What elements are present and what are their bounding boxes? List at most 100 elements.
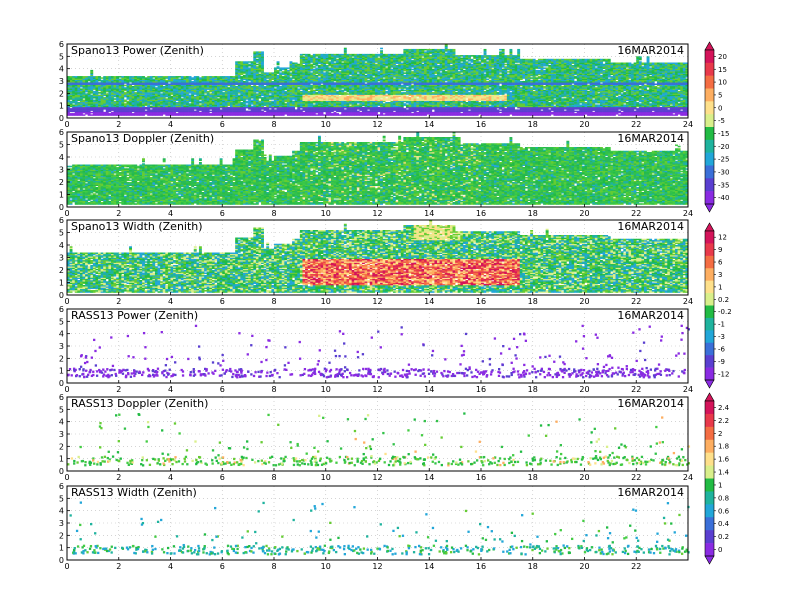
data-cell bbox=[277, 75, 280, 77]
data-cell bbox=[70, 108, 73, 110]
data-cell bbox=[199, 112, 202, 114]
data-cell bbox=[328, 61, 331, 63]
data-cell bbox=[251, 61, 254, 63]
data-cell bbox=[176, 76, 179, 78]
data-cell bbox=[103, 112, 106, 114]
data-cell bbox=[155, 76, 158, 78]
data-cell bbox=[163, 76, 166, 78]
data-cell bbox=[323, 72, 326, 74]
data-cell bbox=[336, 113, 339, 115]
data-cell bbox=[385, 102, 388, 104]
data-cell bbox=[365, 83, 368, 85]
data-cell bbox=[396, 65, 399, 67]
data-cell bbox=[127, 76, 130, 78]
data-cell bbox=[150, 106, 153, 108]
data-cell bbox=[300, 109, 303, 111]
data-cell bbox=[222, 76, 225, 78]
data-cell bbox=[313, 69, 316, 71]
data-cell bbox=[220, 109, 223, 111]
data-cell bbox=[238, 80, 241, 82]
data-cell bbox=[378, 82, 381, 84]
data-cell bbox=[269, 101, 272, 103]
data-cell bbox=[352, 58, 355, 60]
data-cell bbox=[393, 112, 396, 114]
data-cell bbox=[98, 76, 101, 78]
data-cell bbox=[80, 76, 83, 78]
data-cell bbox=[114, 76, 117, 78]
data-cell bbox=[199, 101, 202, 103]
data-cell bbox=[119, 79, 122, 81]
data-cell bbox=[258, 51, 261, 53]
data-cell bbox=[132, 76, 135, 78]
data-cell bbox=[70, 101, 73, 103]
data-cell bbox=[189, 103, 192, 105]
data-cell bbox=[233, 76, 236, 78]
data-cell bbox=[282, 71, 285, 73]
data-cell bbox=[315, 58, 318, 60]
data-cell bbox=[336, 54, 339, 56]
data-cell bbox=[246, 111, 249, 113]
data-cell bbox=[318, 54, 321, 56]
data-cell bbox=[315, 67, 318, 69]
data-cell bbox=[258, 101, 261, 103]
data-cell bbox=[284, 103, 287, 105]
data-cell bbox=[326, 65, 329, 67]
data-cell bbox=[127, 101, 130, 103]
data-cell bbox=[315, 54, 318, 56]
data-cell bbox=[357, 111, 360, 113]
data-cell bbox=[365, 75, 368, 77]
data-cell bbox=[194, 96, 197, 98]
data-cell bbox=[354, 54, 357, 56]
data-cell bbox=[240, 102, 243, 104]
data-cell bbox=[253, 51, 256, 53]
data-cell bbox=[346, 54, 349, 56]
data-cell bbox=[243, 61, 246, 63]
data-cell bbox=[266, 80, 269, 82]
data-cell bbox=[152, 79, 155, 81]
data-cell bbox=[129, 83, 132, 85]
data-cell bbox=[385, 54, 388, 56]
data-cell bbox=[349, 76, 352, 78]
data-cell bbox=[191, 77, 194, 79]
data-cell bbox=[181, 98, 184, 100]
data-cell bbox=[227, 87, 230, 89]
data-cell bbox=[246, 104, 249, 106]
data-cell bbox=[258, 74, 261, 76]
data-cell bbox=[403, 92, 406, 94]
data-cell bbox=[300, 91, 303, 93]
data-cell bbox=[251, 100, 254, 102]
data-cell bbox=[230, 76, 233, 78]
data-cell bbox=[248, 67, 251, 69]
data-cell bbox=[321, 85, 324, 87]
data-cell bbox=[339, 96, 342, 98]
data-cell bbox=[318, 65, 321, 67]
data-cell bbox=[106, 76, 109, 78]
data-cell bbox=[165, 76, 168, 78]
data-cell bbox=[357, 104, 360, 106]
data-cell bbox=[310, 64, 313, 66]
data-cell bbox=[103, 97, 106, 99]
data-cell bbox=[238, 61, 241, 63]
data-cell bbox=[331, 113, 334, 115]
data-cell bbox=[243, 81, 246, 83]
data-cell bbox=[209, 76, 212, 78]
data-cell bbox=[292, 101, 295, 103]
data-cell bbox=[124, 76, 127, 78]
data-cell bbox=[176, 102, 179, 104]
data-cell bbox=[313, 66, 316, 68]
data-cell bbox=[199, 104, 202, 106]
data-cell bbox=[302, 56, 305, 58]
data-cell bbox=[124, 85, 127, 87]
data-cell bbox=[290, 61, 293, 63]
data-cell bbox=[365, 54, 368, 56]
data-cell bbox=[209, 111, 212, 113]
data-cell bbox=[261, 51, 264, 53]
data-cell bbox=[75, 76, 78, 78]
data-cell bbox=[72, 104, 75, 106]
data-cell bbox=[70, 76, 73, 78]
data-cell bbox=[227, 76, 230, 78]
data-cell bbox=[147, 76, 150, 78]
data-cell bbox=[72, 113, 75, 115]
